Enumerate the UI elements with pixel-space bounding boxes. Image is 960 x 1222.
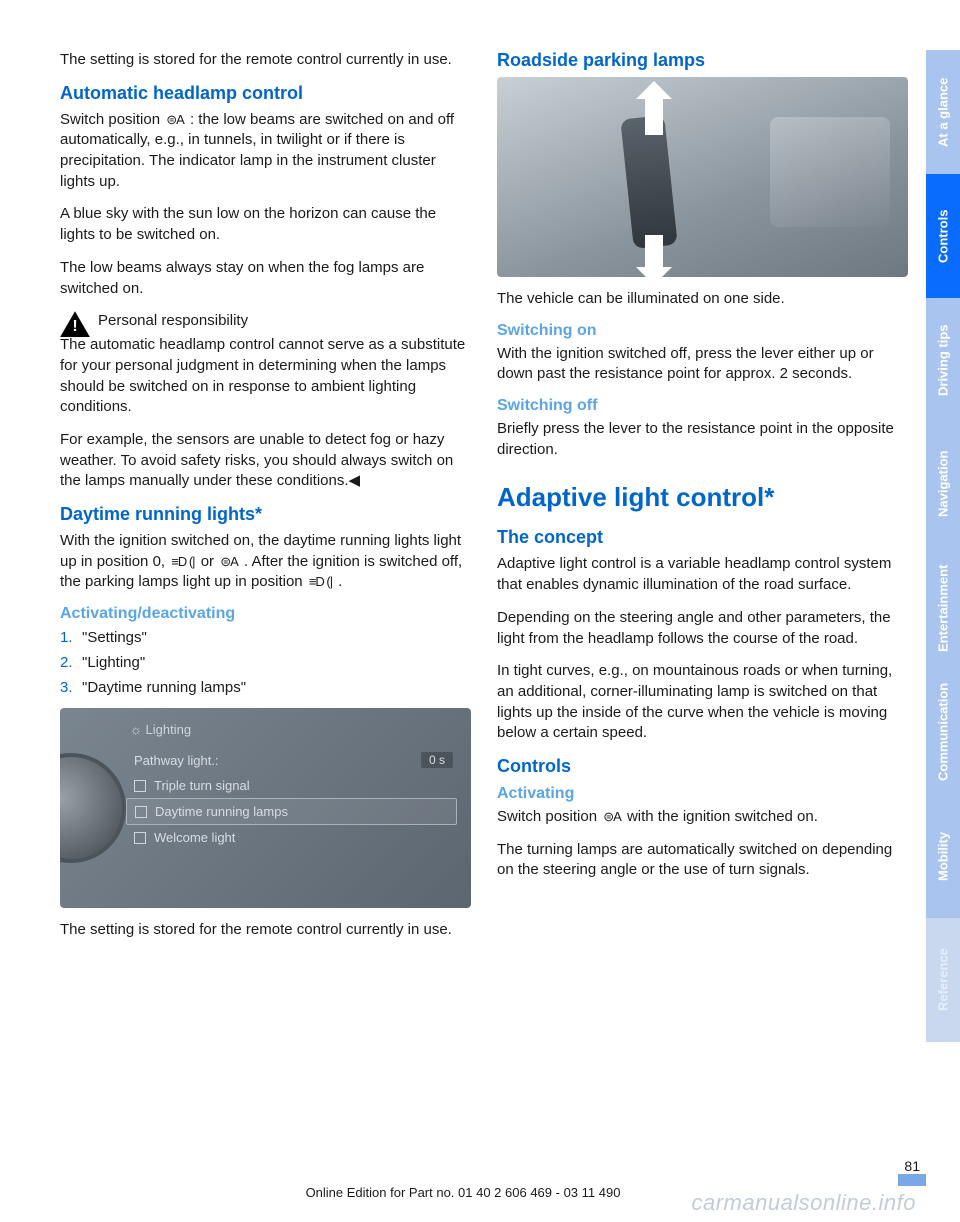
tab-entertainment[interactable]: Entertainment: [926, 546, 960, 670]
checkbox-icon: [135, 806, 147, 818]
paragraph: Adaptive light control is a variable hea…: [497, 554, 908, 595]
list-item: 1."Settings": [60, 629, 471, 646]
heading-roadside-parking: Roadside parking lamps: [497, 50, 908, 71]
steps-list: 1."Settings" 2."Lighting" 3."Daytime run…: [60, 629, 471, 696]
paragraph: The vehicle can be illuminated on one si…: [497, 289, 908, 310]
arrow-down-icon: [645, 235, 663, 271]
paragraph: The turning lamps are automatically swit…: [497, 840, 908, 881]
paragraph: With the ignition switched on, the dayti…: [60, 531, 471, 593]
auto-light-icon: ⊜A: [164, 111, 186, 129]
subheading-switching-off: Switching off: [497, 397, 908, 415]
auto-light-icon: ⊜A: [601, 808, 623, 826]
door-panel-icon: [770, 117, 890, 227]
paragraph: The setting is stored for the remote con…: [60, 50, 471, 71]
list-item: 3."Daytime running lamps": [60, 679, 471, 696]
list-item: 2."Lighting": [60, 654, 471, 671]
subheading-activating-2: Activating: [497, 785, 908, 803]
subheading-concept: The concept: [497, 527, 908, 548]
section-tabs: At a glance Controls Driving tips Naviga…: [926, 0, 960, 1222]
tab-driving-tips[interactable]: Driving tips: [926, 298, 960, 422]
tab-navigation[interactable]: Navigation: [926, 422, 960, 546]
tab-controls[interactable]: Controls: [926, 174, 960, 298]
subheading-switching-on: Switching on: [497, 322, 908, 340]
auto-light-icon: ⊜A: [218, 553, 240, 571]
subheading-activating: Activating/deactivating: [60, 605, 471, 623]
warning-block: Personal responsibility: [60, 311, 471, 337]
figure-stalk-photo: [497, 77, 908, 277]
heading-automatic-headlamp: Automatic headlamp control: [60, 83, 471, 104]
parking-light-icon: ≡D (|: [169, 553, 196, 571]
right-column: Roadside parking lamps The vehicle can b…: [497, 50, 908, 1202]
warning-icon: [60, 311, 90, 337]
warning-title: Personal responsibility: [98, 311, 471, 332]
paragraph: With the ignition switched off, press th…: [497, 344, 908, 385]
figure-idrive-screen: ☼ Lighting Pathway light.:0 s Triple tur…: [60, 708, 471, 908]
page-number: 81: [904, 1158, 920, 1174]
checkbox-icon: [134, 780, 146, 792]
left-column: The setting is stored for the remote con…: [60, 50, 471, 1202]
paragraph: In tight curves, e.g., on mountainous ro…: [497, 661, 908, 744]
paragraph: Switch position ⊜A with the ignition swi…: [497, 807, 908, 828]
tab-communication[interactable]: Communication: [926, 670, 960, 794]
arrow-up-icon: [645, 95, 663, 135]
paragraph: Depending on the steering angle and othe…: [497, 608, 908, 649]
idrive-knob-icon: [60, 753, 126, 863]
checkbox-icon: [134, 832, 146, 844]
paragraph: A blue sky with the sun low on the horiz…: [60, 204, 471, 245]
heading-adaptive-light: Adaptive light control*: [497, 482, 908, 513]
tab-mobility[interactable]: Mobility: [926, 794, 960, 918]
paragraph: The automatic headlamp control cannot se…: [60, 335, 471, 418]
paragraph: For example, the sensors are unable to d…: [60, 430, 471, 492]
parking-light-icon: ≡D (|: [307, 573, 334, 591]
tab-reference[interactable]: Reference: [926, 918, 960, 1042]
paragraph: Switch position ⊜A : the low beams are s…: [60, 110, 471, 193]
paragraph: Briefly press the lever to the resistanc…: [497, 419, 908, 460]
tab-at-a-glance[interactable]: At a glance: [926, 50, 960, 174]
subheading-controls: Controls: [497, 756, 908, 777]
paragraph: The setting is stored for the remote con…: [60, 920, 471, 941]
watermark: carmanualsonline.info: [691, 1190, 916, 1216]
heading-daytime-running: Daytime running lights*: [60, 504, 471, 525]
stalk-icon: [620, 115, 677, 249]
paragraph: The low beams always stay on when the fo…: [60, 258, 471, 299]
